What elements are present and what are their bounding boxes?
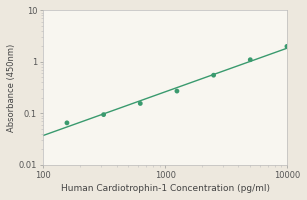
Point <box>285 45 290 48</box>
Point <box>64 121 69 124</box>
Point <box>138 102 143 105</box>
Point <box>248 58 253 61</box>
Point <box>174 89 179 93</box>
X-axis label: Human Cardiotrophin-1 Concentration (pg/ml): Human Cardiotrophin-1 Concentration (pg/… <box>61 184 270 193</box>
Point <box>101 113 106 116</box>
Y-axis label: Absorbance (450nm): Absorbance (450nm) <box>7 43 16 132</box>
Point <box>211 74 216 77</box>
